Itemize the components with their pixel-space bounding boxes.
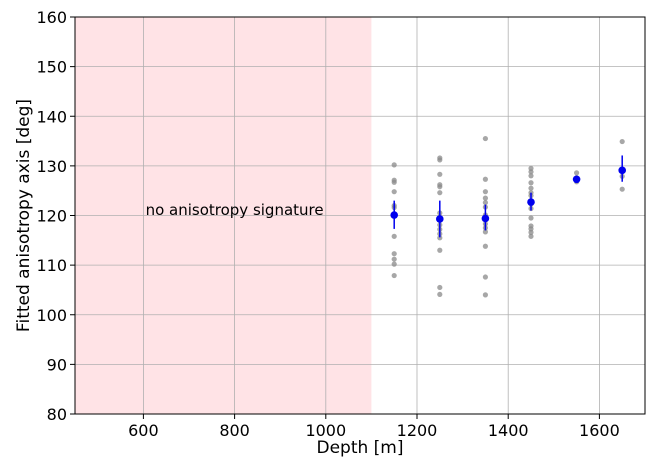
x-tick-label: 600 (128, 421, 159, 440)
individual-fit-point (437, 247, 443, 253)
y-tick-label: 150 (36, 58, 67, 77)
y-tick-label: 90 (47, 355, 67, 374)
individual-fit-point (528, 229, 534, 235)
individual-fit-point (437, 235, 443, 241)
y-axis-label: Fitted anisotropy axis [deg] (14, 99, 34, 332)
y-tick-label: 110 (36, 256, 67, 275)
individual-fit-point (437, 190, 443, 196)
individual-fit-point (482, 199, 488, 206)
individual-fit-point (391, 251, 397, 257)
x-tick-label: 1600 (579, 421, 620, 440)
x-tick-label: 1400 (488, 421, 529, 440)
individual-fit-point (574, 170, 580, 176)
y-tick-label: 140 (36, 107, 67, 126)
data-layer (390, 135, 626, 298)
y-tick-label: 100 (36, 306, 67, 325)
individual-fit-point (482, 195, 488, 201)
y-tick-label: 130 (36, 157, 67, 176)
individual-fit-point (391, 233, 397, 239)
individual-fit-point (619, 186, 625, 192)
individual-fit-point (528, 169, 534, 175)
individual-fit-point (482, 243, 488, 249)
individual-fit-point (528, 233, 534, 239)
x-tick-label: 800 (219, 421, 250, 440)
individual-fit-point (619, 138, 625, 145)
individual-fit-point (391, 256, 397, 262)
x-tick-label: 1000 (305, 421, 346, 440)
individual-fit-point (391, 261, 397, 267)
mean-point (481, 214, 490, 223)
mean-point (618, 166, 626, 175)
individual-fit-point (437, 291, 443, 298)
individual-fit-point (482, 292, 488, 298)
x-axis-label: Depth [m] (316, 438, 403, 458)
mean-point (527, 198, 535, 206)
y-tick-label: 120 (36, 207, 67, 226)
individual-fit-point (528, 173, 534, 179)
ticks-layer: 600 800 1000 1200 1400 1600 80 90 100 110 120 130 14… (36, 8, 619, 440)
x-tick-label: 1200 (397, 421, 438, 440)
individual-fit-point (391, 162, 397, 168)
individual-fit-point (391, 189, 397, 195)
individual-fit-point (528, 180, 534, 186)
individual-fit-point (482, 274, 488, 280)
individual-fit-point (391, 272, 397, 279)
y-tick-label: 160 (36, 8, 67, 27)
individual-fit-point (482, 189, 488, 195)
individual-fit-point (437, 284, 443, 291)
individual-fit-point (437, 184, 443, 190)
individual-fit-point (482, 135, 488, 142)
individual-fit-point (482, 176, 488, 182)
individual-fit-point (528, 215, 534, 221)
individual-fit-point (437, 171, 443, 177)
y-tick-label: 80 (47, 405, 67, 424)
annotation-text: no anisotropy signature (146, 201, 324, 219)
individual-fit-point (391, 179, 397, 185)
mean-point (390, 211, 399, 219)
mean-point (572, 175, 581, 184)
individual-fit-point (528, 185, 534, 191)
mean-point (436, 215, 444, 223)
individual-fit-point (482, 229, 488, 235)
individual-fit-point (437, 157, 443, 163)
